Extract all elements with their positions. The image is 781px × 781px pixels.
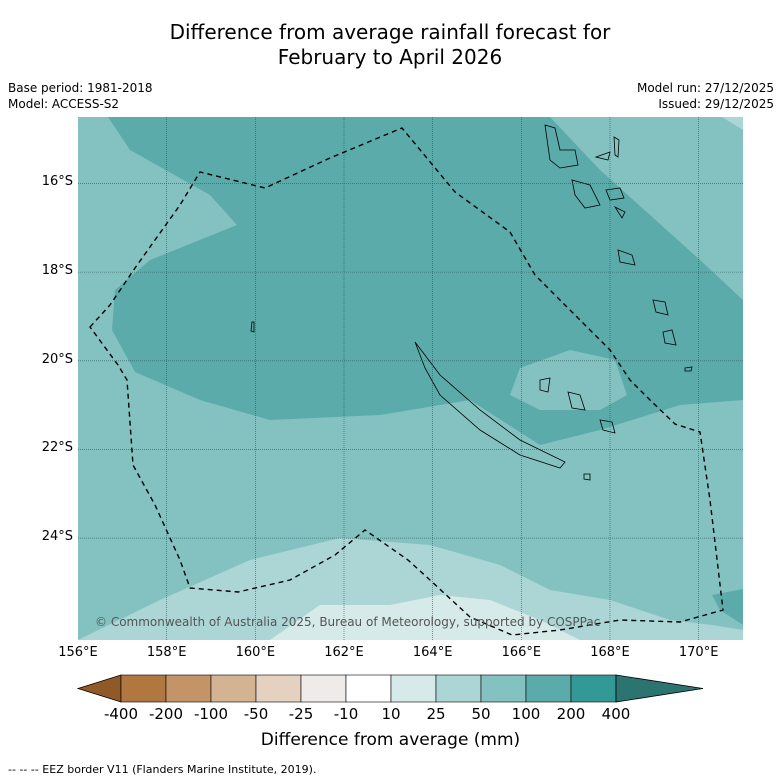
meta-right: Model run: 27/12/2025 Issued: 29/12/2025 [637, 80, 774, 112]
meta-left: Base period: 1981-2018 Model: ACCESS-S2 [8, 80, 153, 112]
x-tick-label: 168°E [590, 645, 630, 660]
colorbar-label: Difference from average (mm) [260, 730, 521, 750]
colorbar-tick-label: -400 [103, 705, 139, 723]
x-tick-label: 158°E [146, 645, 187, 660]
colorbar-segment [435, 674, 482, 703]
island-coastline [617, 249, 636, 266]
x-tick-label: 170°E [678, 645, 719, 660]
colorbar-segment [210, 674, 257, 703]
region-100-to-200 [712, 589, 743, 625]
region-10-to-25 [270, 595, 580, 640]
island-coastline [414, 341, 566, 469]
island-coastline [567, 391, 586, 411]
island-coastline [599, 419, 616, 434]
x-tick-label: 166°E [501, 645, 542, 660]
colorbar-segment [390, 674, 437, 703]
island-coastline [594, 151, 611, 161]
colorbar-segment [480, 674, 527, 703]
x-tick-label: 160°E [235, 645, 276, 660]
y-tick-label: 16°S [41, 174, 73, 190]
y-tick-label: 20°S [41, 351, 73, 367]
map-plot: © Commonwealth of Australia 2025, Bureau… [78, 117, 743, 640]
island-coastline [539, 377, 551, 393]
colorbar-segment [165, 674, 212, 703]
base-period: Base period: 1981-2018 [8, 81, 153, 95]
region-25-to-50 [78, 538, 743, 640]
colorbar-segment [255, 674, 302, 703]
colorbar [76, 674, 704, 703]
island-coastline [583, 473, 591, 481]
island-coastline [250, 321, 255, 333]
x-tick-label: 156°E [58, 645, 98, 660]
colorbar-tick-label: 50 [471, 705, 491, 723]
island-coastline [613, 136, 620, 158]
colorbar-tick-label: -200 [148, 705, 184, 723]
y-tick-label: 22°S [41, 440, 73, 456]
x-tick-label: 162°E [324, 645, 364, 660]
colorbar-tick-label: 10 [381, 705, 401, 723]
colorbar-tick-label: 25 [426, 705, 446, 723]
colorbar-segment [570, 674, 617, 703]
island-coastline [684, 366, 693, 372]
eez-legend-footer: -- -- -- EEZ border V11 (Flanders Marine… [8, 763, 317, 776]
colorbar-extend-low [76, 674, 122, 703]
island-coastline [605, 187, 625, 201]
island-coastline [544, 124, 579, 169]
colorbar-tick-label: -50 [243, 705, 269, 723]
x-tick-label: 164°E [412, 645, 453, 660]
title-line-1: Difference from average rainfall forecas… [169, 20, 611, 44]
colorbar-segment [300, 674, 347, 703]
island-coastline [652, 299, 669, 316]
colorbar-segment [120, 674, 167, 703]
y-tick-label: 24°S [41, 529, 73, 545]
colorbar-tick-label: 200 [556, 705, 586, 723]
colorbar-segment [525, 674, 572, 703]
copyright-text: © Commonwealth of Australia 2025, Bureau… [95, 615, 600, 629]
island-coastline [662, 329, 677, 346]
model-name: Model: ACCESS-S2 [8, 97, 120, 111]
colorbar-extend-high [615, 674, 704, 703]
colorbar-tick-label: -10 [333, 705, 359, 723]
eez-border [89, 127, 724, 636]
y-tick-label: 18°S [41, 263, 73, 279]
island-coastline [613, 205, 626, 219]
colorbar-tick-label: -25 [288, 705, 314, 723]
colorbar-tick-label: 100 [511, 705, 541, 723]
title-line-2: February to April 2026 [277, 45, 503, 69]
colorbar-segment [345, 674, 392, 703]
issued-date: Issued: 29/12/2025 [658, 97, 774, 111]
region-50-to-100 [510, 350, 627, 410]
island-coastline [571, 179, 601, 209]
region-25-to-50 [722, 117, 743, 130]
chart-title: Difference from average rainfall forecas… [0, 20, 781, 70]
colorbar-tick-label: 400 [601, 705, 631, 723]
colorbar-tick-label: -100 [193, 705, 229, 723]
model-run: Model run: 27/12/2025 [636, 81, 774, 95]
